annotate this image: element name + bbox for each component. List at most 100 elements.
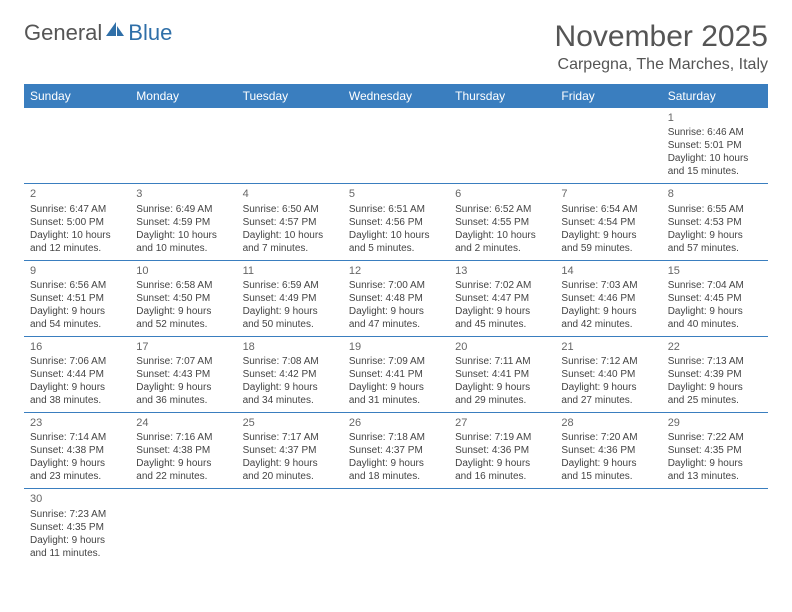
- day-detail: Daylight: 9 hours and 11 minutes.: [30, 534, 124, 560]
- calendar-cell: [130, 108, 236, 184]
- day-detail: Daylight: 9 hours and 40 minutes.: [668, 305, 762, 331]
- day-detail: Sunrise: 7:22 AM: [668, 431, 762, 444]
- day-number: 24: [136, 416, 230, 430]
- calendar-cell: [237, 489, 343, 565]
- day-detail: Sunrise: 6:56 AM: [30, 279, 124, 292]
- day-detail: Sunrise: 7:13 AM: [668, 355, 762, 368]
- day-detail: Sunrise: 6:47 AM: [30, 203, 124, 216]
- day-detail: Sunrise: 6:51 AM: [349, 203, 443, 216]
- day-detail: Sunset: 4:56 PM: [349, 216, 443, 229]
- day-detail: Daylight: 9 hours and 34 minutes.: [243, 381, 337, 407]
- day-detail: Sunset: 4:35 PM: [30, 521, 124, 534]
- day-number: 14: [561, 264, 655, 278]
- day-detail: Daylight: 9 hours and 29 minutes.: [455, 381, 549, 407]
- col-header: Wednesday: [343, 84, 449, 108]
- day-detail: Sunset: 4:38 PM: [30, 444, 124, 457]
- calendar-cell: 28Sunrise: 7:20 AMSunset: 4:36 PMDayligh…: [555, 413, 661, 489]
- calendar-cell: 24Sunrise: 7:16 AMSunset: 4:38 PMDayligh…: [130, 413, 236, 489]
- day-detail: Daylight: 10 hours and 2 minutes.: [455, 229, 549, 255]
- day-number: 18: [243, 340, 337, 354]
- day-detail: Sunrise: 6:54 AM: [561, 203, 655, 216]
- calendar-cell: 29Sunrise: 7:22 AMSunset: 4:35 PMDayligh…: [662, 413, 768, 489]
- day-number: 8: [668, 187, 762, 201]
- day-detail: Sunset: 4:59 PM: [136, 216, 230, 229]
- day-detail: Daylight: 9 hours and 54 minutes.: [30, 305, 124, 331]
- month-title: November 2025: [555, 20, 768, 54]
- logo: General Blue: [24, 20, 172, 46]
- day-detail: Daylight: 9 hours and 16 minutes.: [455, 457, 549, 483]
- day-detail: Daylight: 9 hours and 57 minutes.: [668, 229, 762, 255]
- day-detail: Sunrise: 6:50 AM: [243, 203, 337, 216]
- day-number: 4: [243, 187, 337, 201]
- day-detail: Sunset: 4:44 PM: [30, 368, 124, 381]
- day-detail: Daylight: 10 hours and 15 minutes.: [668, 152, 762, 178]
- day-detail: Sunrise: 7:11 AM: [455, 355, 549, 368]
- day-number: 22: [668, 340, 762, 354]
- col-header: Tuesday: [237, 84, 343, 108]
- calendar-cell: [343, 489, 449, 565]
- day-number: 10: [136, 264, 230, 278]
- day-detail: Daylight: 9 hours and 20 minutes.: [243, 457, 337, 483]
- calendar-header-row: SundayMondayTuesdayWednesdayThursdayFrid…: [24, 84, 768, 108]
- day-number: 6: [455, 187, 549, 201]
- day-detail: Daylight: 9 hours and 23 minutes.: [30, 457, 124, 483]
- calendar-body: 1Sunrise: 6:46 AMSunset: 5:01 PMDaylight…: [24, 108, 768, 565]
- calendar-cell: 5Sunrise: 6:51 AMSunset: 4:56 PMDaylight…: [343, 184, 449, 260]
- calendar-cell: 4Sunrise: 6:50 AMSunset: 4:57 PMDaylight…: [237, 184, 343, 260]
- calendar-row: 1Sunrise: 6:46 AMSunset: 5:01 PMDaylight…: [24, 108, 768, 184]
- day-detail: Sunrise: 7:14 AM: [30, 431, 124, 444]
- day-number: 15: [668, 264, 762, 278]
- calendar-row: 30Sunrise: 7:23 AMSunset: 4:35 PMDayligh…: [24, 489, 768, 565]
- day-detail: Sunset: 4:36 PM: [455, 444, 549, 457]
- day-detail: Sunrise: 7:16 AM: [136, 431, 230, 444]
- day-detail: Sunrise: 7:03 AM: [561, 279, 655, 292]
- day-detail: Sunrise: 6:46 AM: [668, 126, 762, 139]
- calendar-cell: 25Sunrise: 7:17 AMSunset: 4:37 PMDayligh…: [237, 413, 343, 489]
- calendar-row: 2Sunrise: 6:47 AMSunset: 5:00 PMDaylight…: [24, 184, 768, 260]
- day-detail: Sunset: 4:46 PM: [561, 292, 655, 305]
- sail-icon: [102, 20, 128, 46]
- day-detail: Daylight: 9 hours and 52 minutes.: [136, 305, 230, 331]
- day-detail: Sunset: 4:41 PM: [349, 368, 443, 381]
- col-header: Saturday: [662, 84, 768, 108]
- calendar-cell: 1Sunrise: 6:46 AMSunset: 5:01 PMDaylight…: [662, 108, 768, 184]
- logo-text-1: General: [24, 20, 102, 46]
- day-detail: Sunrise: 7:23 AM: [30, 508, 124, 521]
- day-detail: Sunrise: 6:59 AM: [243, 279, 337, 292]
- day-number: 27: [455, 416, 549, 430]
- day-detail: Sunset: 4:47 PM: [455, 292, 549, 305]
- day-detail: Sunrise: 7:09 AM: [349, 355, 443, 368]
- day-detail: Sunrise: 7:12 AM: [561, 355, 655, 368]
- day-detail: Sunrise: 7:19 AM: [455, 431, 549, 444]
- day-number: 28: [561, 416, 655, 430]
- day-detail: Sunset: 4:40 PM: [561, 368, 655, 381]
- calendar-cell: 9Sunrise: 6:56 AMSunset: 4:51 PMDaylight…: [24, 260, 130, 336]
- day-detail: Sunset: 4:57 PM: [243, 216, 337, 229]
- day-number: 26: [349, 416, 443, 430]
- day-detail: Sunrise: 7:17 AM: [243, 431, 337, 444]
- day-number: 19: [349, 340, 443, 354]
- day-detail: Sunrise: 6:58 AM: [136, 279, 230, 292]
- day-detail: Daylight: 10 hours and 12 minutes.: [30, 229, 124, 255]
- calendar-cell: [449, 108, 555, 184]
- calendar-cell: 19Sunrise: 7:09 AMSunset: 4:41 PMDayligh…: [343, 336, 449, 412]
- day-number: 25: [243, 416, 337, 430]
- day-detail: Sunrise: 6:55 AM: [668, 203, 762, 216]
- calendar-cell: 3Sunrise: 6:49 AMSunset: 4:59 PMDaylight…: [130, 184, 236, 260]
- calendar-cell: 26Sunrise: 7:18 AMSunset: 4:37 PMDayligh…: [343, 413, 449, 489]
- day-detail: Daylight: 9 hours and 15 minutes.: [561, 457, 655, 483]
- day-detail: Sunset: 4:53 PM: [668, 216, 762, 229]
- day-number: 21: [561, 340, 655, 354]
- calendar-cell: [449, 489, 555, 565]
- day-detail: Sunset: 4:36 PM: [561, 444, 655, 457]
- day-number: 20: [455, 340, 549, 354]
- day-detail: Sunrise: 7:08 AM: [243, 355, 337, 368]
- day-detail: Sunset: 4:50 PM: [136, 292, 230, 305]
- day-detail: Daylight: 9 hours and 27 minutes.: [561, 381, 655, 407]
- col-header: Sunday: [24, 84, 130, 108]
- calendar-cell: 18Sunrise: 7:08 AMSunset: 4:42 PMDayligh…: [237, 336, 343, 412]
- calendar-cell: 30Sunrise: 7:23 AMSunset: 4:35 PMDayligh…: [24, 489, 130, 565]
- day-detail: Sunset: 5:00 PM: [30, 216, 124, 229]
- calendar-cell: [130, 489, 236, 565]
- calendar-cell: 20Sunrise: 7:11 AMSunset: 4:41 PMDayligh…: [449, 336, 555, 412]
